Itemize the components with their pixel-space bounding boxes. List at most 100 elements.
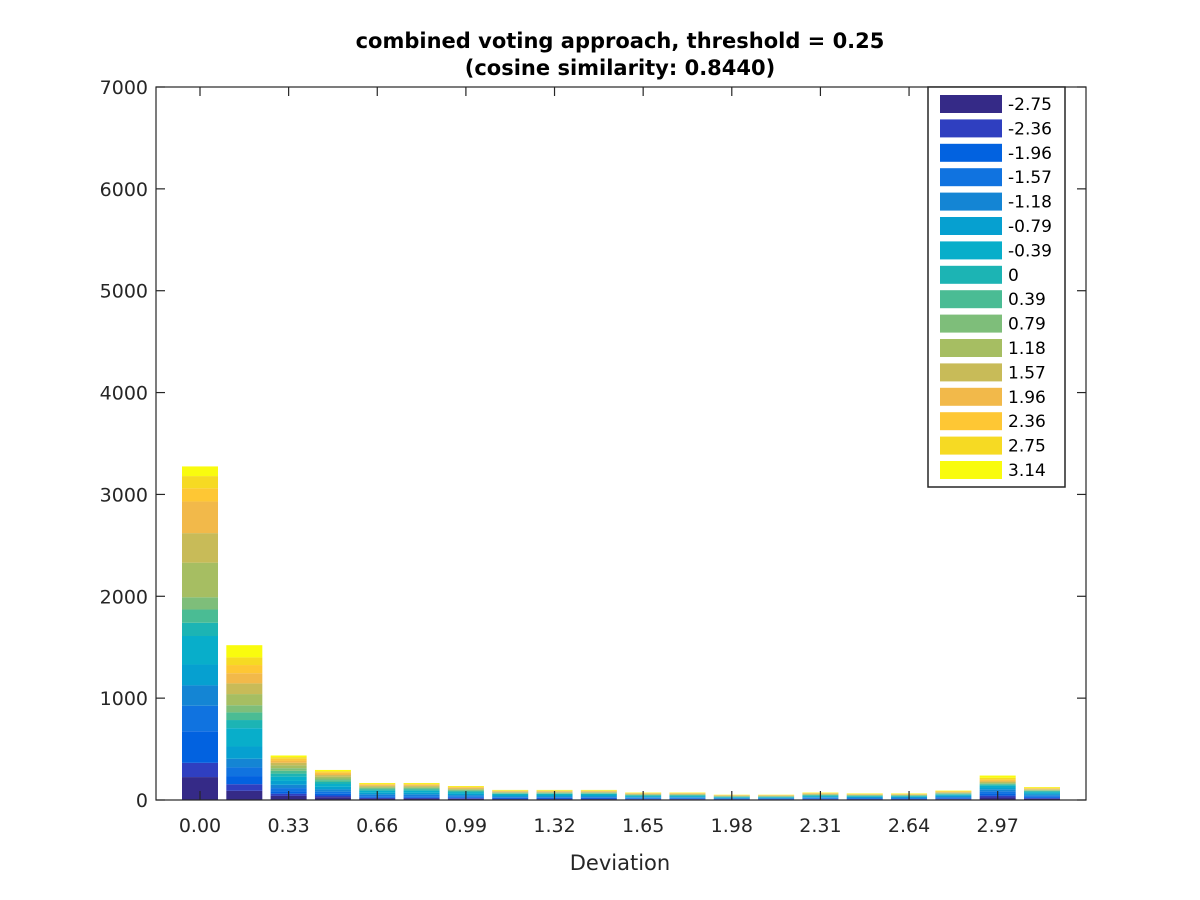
bar-segment — [314, 786, 351, 790]
bar-segment — [270, 776, 307, 781]
bar-segment — [403, 784, 440, 786]
legend-entry-label: -1.96 — [1008, 144, 1052, 164]
bar-segment — [580, 797, 617, 798]
bar-segment — [226, 746, 263, 759]
bar-segment — [979, 777, 1016, 780]
bar-segment — [314, 793, 351, 796]
y-tick-label: 3000 — [100, 484, 148, 506]
bar-segment — [580, 793, 617, 794]
bar-segment — [226, 728, 263, 747]
bar-segment — [314, 776, 351, 779]
bar-segment — [1024, 789, 1060, 790]
bar-segment — [270, 760, 307, 763]
bar-segment — [979, 783, 1016, 785]
chart-subtitle: (cosine similarity: 0.8440) — [465, 56, 775, 80]
bar-segment — [979, 781, 1016, 783]
bar-segment — [182, 622, 218, 637]
bar-segment — [935, 793, 972, 794]
bar-segment — [226, 657, 263, 666]
bar-segment — [979, 787, 1016, 790]
y-tick-label: 6000 — [100, 179, 148, 201]
bars-layer — [182, 466, 1060, 800]
bar-segment — [314, 797, 351, 800]
legend-swatch — [940, 168, 1002, 187]
legend-swatch — [940, 461, 1002, 479]
bar-segment — [270, 765, 307, 769]
bar-segment — [226, 776, 263, 785]
bar-segment — [979, 779, 1016, 781]
bar-segment — [226, 784, 263, 791]
bar-segment — [669, 795, 706, 796]
bar-segment — [979, 782, 1016, 784]
bar-segment — [359, 784, 396, 785]
bar-segment — [182, 685, 218, 706]
bar-segment — [359, 784, 396, 786]
bar-segment — [492, 798, 529, 800]
x-tick-label: 0.00 — [179, 815, 221, 837]
legend-entry-label: 2.36 — [1008, 412, 1046, 432]
bar-segment — [1024, 795, 1060, 797]
bar-segment — [182, 488, 218, 502]
bar-segment — [1024, 787, 1060, 789]
y-tick-label: 7000 — [100, 77, 148, 99]
bar-segment — [447, 788, 484, 790]
bar-segment — [226, 790, 263, 800]
bar-segment — [580, 793, 617, 795]
bar-segment — [182, 609, 218, 623]
bar-segment — [492, 797, 529, 798]
bar-segment — [359, 787, 396, 789]
bar-segment — [447, 786, 484, 787]
bar-segment — [979, 784, 1016, 786]
bar-segment — [1024, 790, 1060, 792]
legend-swatch — [940, 95, 1002, 113]
bar-segment — [226, 645, 263, 658]
bar-segment — [270, 755, 307, 758]
bar-segment — [403, 789, 440, 791]
bar-segment — [580, 791, 617, 792]
bar-segment — [182, 664, 218, 686]
bar-segment — [1024, 794, 1060, 796]
bar-segment — [403, 784, 440, 785]
legend-swatch — [940, 217, 1002, 235]
x-tick-label: 2.31 — [799, 815, 841, 837]
bar-segment — [1024, 789, 1060, 791]
legend-swatch — [940, 119, 1002, 138]
bar-segment — [403, 783, 440, 785]
bar-segment — [580, 796, 617, 798]
bar-segment — [182, 501, 218, 534]
bar-segment — [935, 798, 972, 799]
bar-segment — [846, 796, 883, 798]
bar-segment — [182, 762, 218, 778]
legend-entry-label: -0.79 — [1008, 217, 1052, 237]
bar-segment — [403, 797, 440, 799]
x-tick-label: 0.33 — [267, 815, 309, 837]
bar-segment — [314, 772, 351, 774]
bar-segment — [580, 797, 617, 799]
legend-swatch — [940, 412, 1002, 431]
legend-entry-label: 2.75 — [1008, 437, 1046, 457]
bar-segment — [226, 665, 263, 674]
bar-segment — [403, 796, 440, 798]
bar-segment — [492, 797, 529, 799]
bar-segment — [580, 798, 617, 800]
bar-segment — [1024, 791, 1060, 793]
bar-segment — [314, 795, 351, 798]
legend-entry-label: 1.18 — [1008, 339, 1046, 359]
bar-segment — [935, 796, 972, 798]
bar-segment — [492, 791, 529, 793]
legend-swatch — [940, 241, 1002, 260]
bar-segment — [447, 787, 484, 788]
bar-segment — [359, 785, 396, 787]
legend-swatch — [940, 339, 1002, 357]
bar-segment — [226, 683, 263, 695]
bar-segment — [359, 789, 396, 791]
legend-swatch — [940, 143, 1002, 162]
bar-segment — [669, 797, 706, 799]
bar-segment — [182, 705, 218, 732]
bar-segment — [447, 786, 484, 788]
bar-segment — [270, 773, 307, 777]
bar-segment — [359, 786, 396, 788]
bar-segment — [314, 789, 351, 792]
legend-entry-label: 0.79 — [1008, 315, 1046, 335]
bar-segment — [403, 795, 440, 797]
